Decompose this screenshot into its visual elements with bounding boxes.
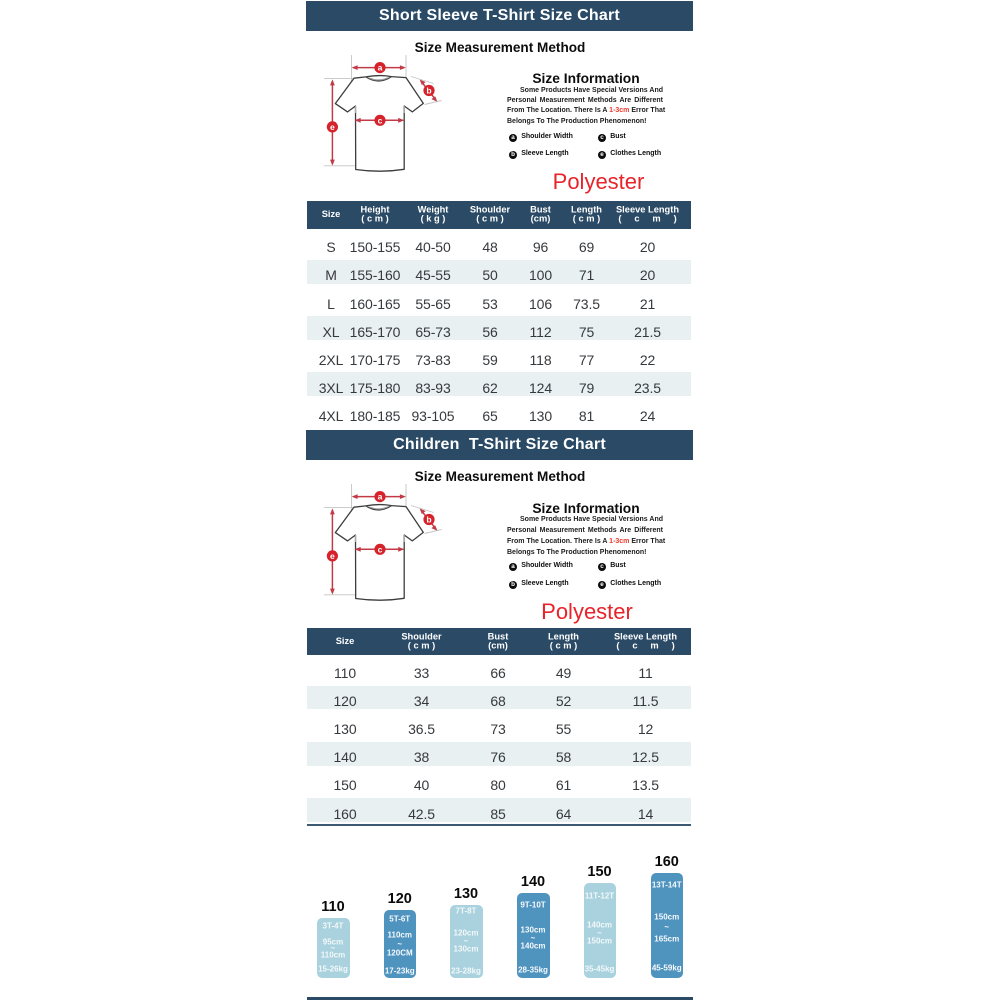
svg-text:e: e	[330, 122, 335, 132]
svg-text:e: e	[330, 551, 335, 561]
svg-text:b: b	[426, 86, 431, 96]
svg-text:b: b	[426, 515, 431, 525]
svg-text:c: c	[378, 115, 383, 125]
svg-text:a: a	[378, 63, 383, 73]
svg-text:a: a	[378, 492, 383, 502]
svg-text:c: c	[378, 544, 383, 554]
